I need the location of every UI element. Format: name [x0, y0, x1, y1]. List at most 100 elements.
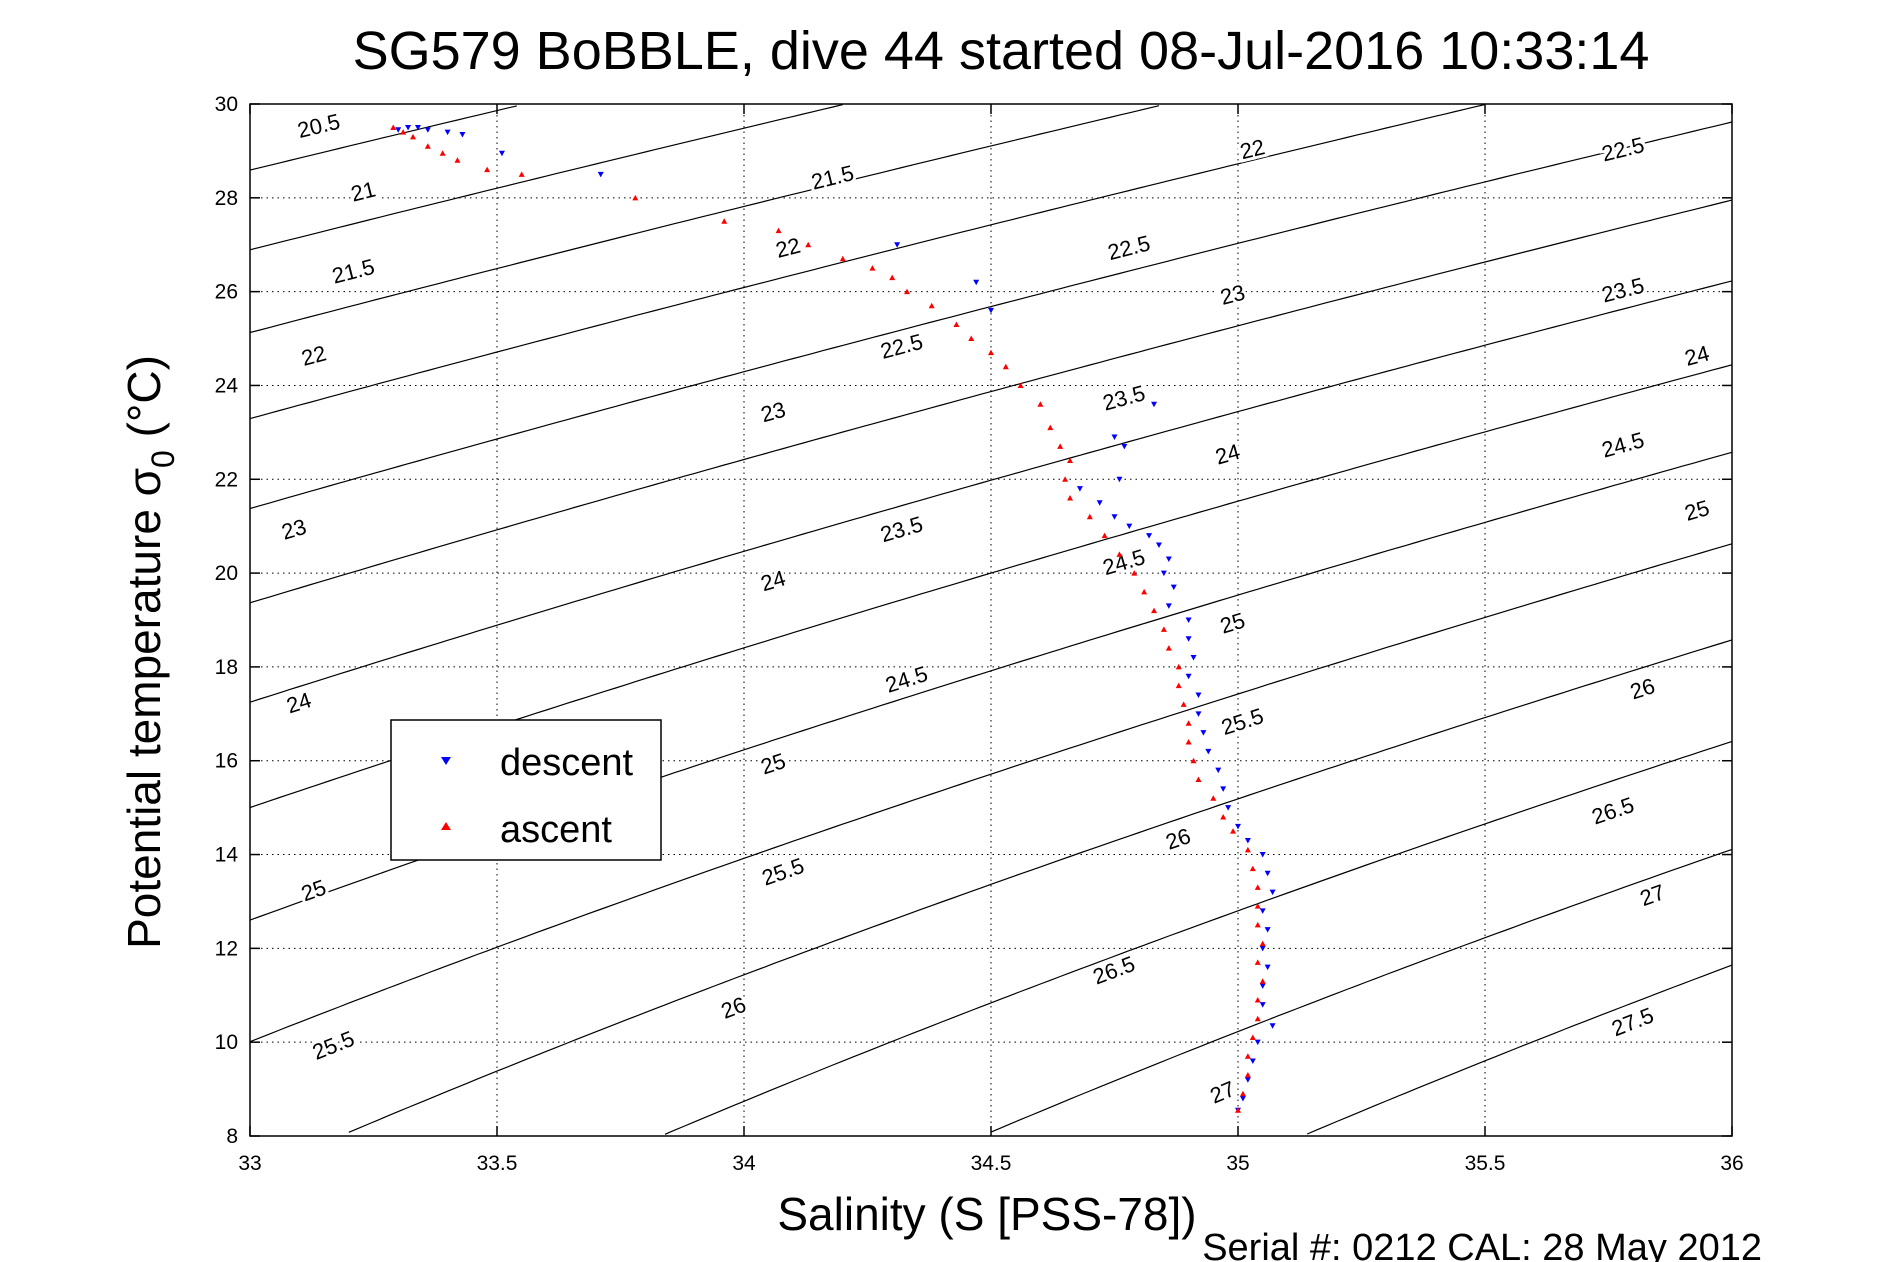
descent-point: [1121, 443, 1128, 450]
ascent-point: [988, 349, 994, 356]
axis-ticks: [249, 103, 1733, 1137]
y-tick-label: 12: [215, 937, 238, 960]
y-axis-label-unit-spacer: [118, 437, 170, 450]
ascent-point: [839, 255, 846, 262]
serial-calibration-note: Serial #: 0212 CAL: 28 May 2012: [1202, 1227, 1762, 1262]
density-contour-line: [664, 740, 1733, 1135]
ascent-point: [1244, 846, 1251, 853]
ascent-point: [1116, 551, 1123, 557]
y-tick-label: 24: [215, 374, 239, 397]
descent-point: [1200, 730, 1207, 736]
density-contour-line: [990, 848, 1733, 1133]
ascent-point: [889, 274, 896, 281]
y-tick-label: 26: [215, 281, 238, 304]
legend-ascent-label: ascent: [500, 809, 612, 851]
y-tick-labels: 8 10 12 14 16 18 20 22 24 26 28 30: [215, 93, 239, 1148]
descent-point: [1195, 711, 1202, 717]
descent-point: [444, 129, 451, 136]
y-tick-label: 20: [215, 562, 238, 585]
descent-point: [1259, 983, 1266, 989]
descent-point: [1225, 805, 1232, 811]
density-contour-line: [1306, 964, 1733, 1135]
ascent-point: [1175, 682, 1182, 689]
ascent-point: [1254, 1015, 1261, 1022]
x-tick-labels: 33 33.5 34 34.5 35 35.5 36: [238, 1152, 1743, 1175]
descent-point: [1190, 655, 1197, 661]
ascent-point: [1175, 663, 1182, 670]
ascent-point: [1101, 532, 1108, 539]
descent-point: [1244, 837, 1251, 844]
y-tick-label: 8: [226, 1125, 238, 1148]
ascent-point: [1235, 1107, 1241, 1113]
ascent-point: [1190, 757, 1197, 764]
descent-point: [1195, 692, 1202, 699]
legend-ascent-marker: [441, 822, 451, 830]
ascent-point: [1086, 513, 1093, 520]
descent-point: [1264, 964, 1271, 971]
descent-point: [1146, 533, 1153, 539]
ascent-point: [518, 171, 525, 177]
y-tick-label: 22: [215, 468, 238, 491]
ascent-point: [1254, 903, 1261, 909]
density-contour-line: [249, 280, 1733, 703]
ascent-point: [1254, 996, 1261, 1003]
descent-point: [1269, 889, 1276, 896]
ascent-point: [1160, 626, 1167, 632]
y-axis-label-subscript: 0: [145, 450, 181, 468]
density-contour-line: [249, 104, 843, 251]
descent-point: [1244, 1077, 1251, 1083]
descent-point: [1269, 1023, 1276, 1029]
descent-point: [1185, 617, 1192, 623]
descent-point: [1259, 1002, 1266, 1008]
x-tick-label: 33.5: [477, 1152, 518, 1175]
descent-point: [459, 131, 466, 138]
descent-point: [395, 127, 402, 133]
x-tick-label: 34: [732, 1152, 756, 1175]
ascent-point: [1002, 363, 1009, 370]
density-contour-line: [249, 103, 1486, 420]
chart-title: SG579 BoBBLE, dive 44 started 08-Jul-201…: [353, 21, 1650, 81]
descent-point: [894, 242, 901, 248]
y-tick-label: 30: [215, 93, 238, 116]
series-ascent: [390, 124, 1266, 1113]
ascent-point: [805, 241, 812, 248]
descent-point: [1254, 1039, 1261, 1046]
descent-point: [597, 171, 604, 178]
descent-point: [1185, 636, 1192, 642]
legend: descent ascent: [390, 719, 662, 861]
y-tick-label: 28: [215, 187, 238, 210]
y-axis-label-text: Potential temperature σ0 (°C): [118, 355, 181, 949]
ascent-point: [1254, 884, 1261, 890]
ascent-point: [1210, 795, 1217, 801]
descent-point: [1170, 584, 1177, 591]
descent-point: [1264, 927, 1271, 933]
ascent-point: [1037, 401, 1044, 407]
descent-point: [414, 124, 421, 131]
data-series: [390, 124, 1276, 1114]
series-descent: [395, 124, 1276, 1114]
descent-point: [1160, 570, 1167, 577]
ascent-point: [1230, 828, 1237, 834]
ascent-point: [869, 265, 876, 271]
ascent-point: [1259, 978, 1266, 984]
descent-point: [1220, 786, 1227, 792]
descent-point: [973, 279, 980, 286]
ascent-point: [1185, 738, 1192, 745]
ascent-point: [1062, 476, 1069, 482]
ascent-point: [1244, 1053, 1251, 1059]
ascent-point: [632, 194, 639, 201]
ascent-point: [953, 321, 960, 327]
ascent-point: [775, 227, 782, 234]
density-contour-line: [249, 105, 517, 171]
ascent-point: [721, 218, 728, 224]
density-contour-label: 22: [1238, 134, 1268, 164]
descent-point: [1165, 603, 1172, 609]
ascent-point: [1067, 457, 1074, 464]
descent-point: [1111, 434, 1118, 441]
density-contour-line: [249, 105, 1160, 334]
ascent-point: [1220, 814, 1227, 820]
descent-point: [1205, 748, 1212, 755]
x-tick-label: 34.5: [971, 1152, 1012, 1175]
x-tick-label: 33: [238, 1152, 261, 1175]
